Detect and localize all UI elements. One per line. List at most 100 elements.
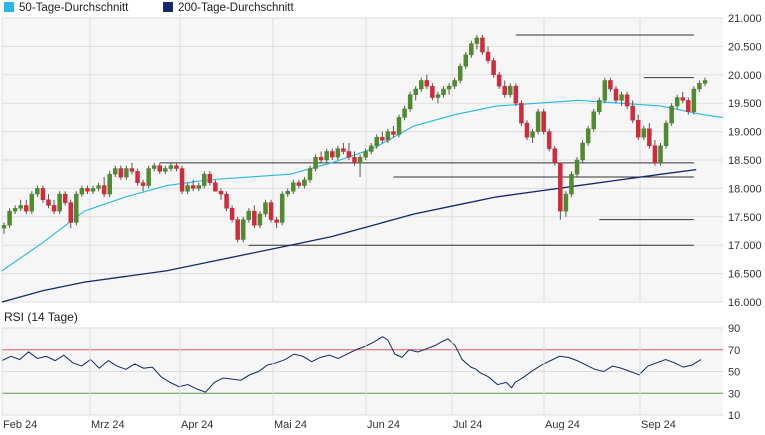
candle-body (313, 156, 318, 169)
candle (424, 74, 430, 89)
candle (213, 179, 218, 192)
candle (663, 120, 669, 149)
x-tick-label: Mai 24 (274, 419, 307, 430)
candle-body (240, 219, 246, 240)
candle-body (35, 188, 40, 195)
candle (335, 145, 341, 160)
candle-body (402, 108, 407, 118)
candle (419, 77, 424, 92)
candle-body (697, 83, 702, 90)
candle-body (357, 156, 363, 164)
candle (602, 77, 608, 104)
candle (524, 120, 530, 141)
candle (202, 171, 207, 189)
legend: 50-Tage-Durchschnitt 200-Tage-Durchschni… (4, 2, 295, 14)
candle (46, 194, 51, 209)
candle-body (446, 85, 452, 90)
candle-body (174, 165, 179, 169)
x-tick-label: Sep 24 (641, 419, 676, 430)
candle (118, 165, 124, 180)
candle-body (296, 182, 302, 186)
candle-body (368, 145, 374, 152)
candle (630, 100, 635, 124)
candle-body (252, 210, 257, 226)
candle (168, 162, 174, 172)
candle-body (496, 74, 502, 87)
price-y-tick-label: 19.000 (728, 127, 762, 139)
candle (57, 191, 62, 214)
candle (446, 83, 452, 95)
rsi-y-tick-label: 50 (728, 367, 740, 379)
candle (174, 162, 179, 172)
candle (263, 199, 268, 217)
candle-body (463, 54, 469, 67)
candle-body (563, 193, 569, 212)
candle-body (363, 151, 368, 158)
candle (40, 185, 46, 203)
candlestick-series (1, 35, 708, 243)
candle-body (485, 51, 491, 61)
candle (580, 140, 585, 163)
candle (591, 108, 596, 132)
candle (329, 148, 335, 160)
candle (74, 191, 79, 226)
candle-body (62, 193, 68, 203)
candle-body (96, 185, 101, 189)
candle-body (263, 202, 268, 215)
candle-body (68, 202, 74, 223)
candle (652, 140, 658, 166)
candle (252, 205, 257, 229)
candle (535, 108, 541, 135)
candle-body (135, 171, 140, 183)
candle-body (413, 88, 418, 95)
price-y-tick-label: 21.000 (728, 13, 762, 25)
candle-body (291, 182, 296, 192)
price-y-tick-label: 17.000 (728, 240, 762, 252)
candle-body (457, 66, 463, 81)
candle-body (146, 168, 151, 186)
candle (368, 142, 374, 155)
candle (302, 177, 307, 189)
candle (218, 188, 224, 200)
legend-label-ma200: 200-Tage-Durchschnitt (178, 2, 295, 14)
candle (124, 165, 129, 180)
candle (396, 114, 402, 138)
candle (702, 77, 708, 87)
candle-body (624, 94, 630, 107)
x-tick-label: Mrz 24 (91, 419, 125, 430)
candle-body (535, 111, 541, 132)
candle (352, 151, 357, 166)
price-y-tick-label: 19.500 (728, 98, 762, 110)
candle (79, 185, 85, 197)
candle-body (674, 97, 680, 107)
candle-body (385, 131, 391, 141)
candle (680, 91, 685, 104)
rsi-series-line (1, 336, 702, 393)
candle-body (391, 131, 396, 135)
candle-body (157, 165, 163, 172)
candle-body (118, 168, 124, 178)
legend-swatch-ma200 (163, 2, 173, 12)
candle-body (569, 173, 574, 195)
candle (558, 162, 563, 220)
candle (485, 46, 491, 64)
candle (318, 151, 324, 163)
rsi-y-tick-label: 70 (728, 345, 740, 357)
candle (686, 97, 691, 115)
candle-body (524, 122, 530, 138)
candle-body (647, 128, 652, 147)
candle-body (24, 205, 29, 212)
candle (229, 205, 235, 223)
candle-body (335, 148, 341, 158)
candle-body (185, 185, 190, 192)
candle-body (179, 168, 185, 192)
candle (341, 142, 346, 155)
candle (268, 199, 274, 223)
candle (207, 171, 213, 186)
candle-body (329, 151, 335, 158)
candle (18, 199, 23, 212)
candle (1, 222, 7, 234)
candle (469, 40, 474, 58)
price-y-tick-label: 17.500 (728, 212, 762, 224)
candle-body (419, 80, 424, 90)
